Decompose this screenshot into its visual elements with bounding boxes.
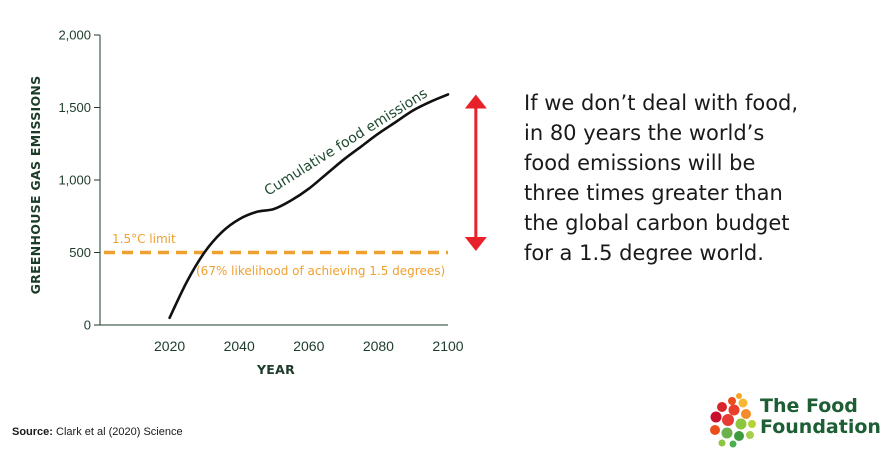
y-tick-label: 0 xyxy=(84,318,91,333)
message-line: food emissions will be xyxy=(524,151,756,175)
logo-dots-icon xyxy=(710,393,756,448)
message-line: for a 1.5 degree world. xyxy=(524,241,764,265)
source-label: Source: xyxy=(12,426,53,438)
message-line: three times greater than xyxy=(524,181,783,205)
source-text: Clark et al (2020) Science xyxy=(56,426,183,438)
x-tick-label: 2080 xyxy=(363,338,394,354)
y-tick-label: 2,000 xyxy=(58,28,91,43)
food-foundation-logo: The Food Foundation xyxy=(706,390,886,448)
message-line: the global carbon budget xyxy=(524,211,790,235)
x-tick-label: 2020 xyxy=(154,338,185,354)
logo-line-2: Foundation xyxy=(760,416,881,438)
series-label: Cumulative food emissions xyxy=(262,86,431,200)
x-tick-label: 2060 xyxy=(293,338,324,354)
limit-label: 1.5°C limit xyxy=(112,232,176,246)
x-axis-ticks: 2020 2040 2060 2080 2100 xyxy=(154,338,464,354)
emissions-chart: 0 500 1,000 1,500 2,000 2020 2040 2060 2080 2100… xyxy=(28,28,487,377)
logo-line-1: The Food xyxy=(760,395,858,417)
message-line: in 80 years the world’s xyxy=(524,121,765,145)
y-axis-ticks: 0 500 1,000 1,500 2,000 xyxy=(58,28,100,333)
logo-wordmark: The Food Foundation xyxy=(760,396,881,438)
arrow-head-up-icon xyxy=(464,94,487,109)
y-tick-label: 1,500 xyxy=(58,100,91,115)
gap-arrow xyxy=(464,94,487,252)
y-axis-title: GREENHOUSE GAS EMISSIONS xyxy=(28,76,43,295)
x-tick-label: 2100 xyxy=(432,338,463,354)
x-axis-title: YEAR xyxy=(256,362,295,377)
limit-note: (67% likelihood of achieving 1.5 degrees… xyxy=(196,264,445,278)
key-message: If we don’t deal with food, in 80 years … xyxy=(524,88,864,268)
arrow-head-down-icon xyxy=(464,237,487,252)
cumulative-emissions-line xyxy=(168,93,450,320)
x-tick-label: 2040 xyxy=(224,338,255,354)
y-tick-label: 500 xyxy=(69,245,91,260)
source-note: Source: Clark et al (2020) Science xyxy=(12,426,183,438)
y-tick-label: 1,000 xyxy=(58,173,91,188)
message-line: If we don’t deal with food, xyxy=(524,91,799,115)
